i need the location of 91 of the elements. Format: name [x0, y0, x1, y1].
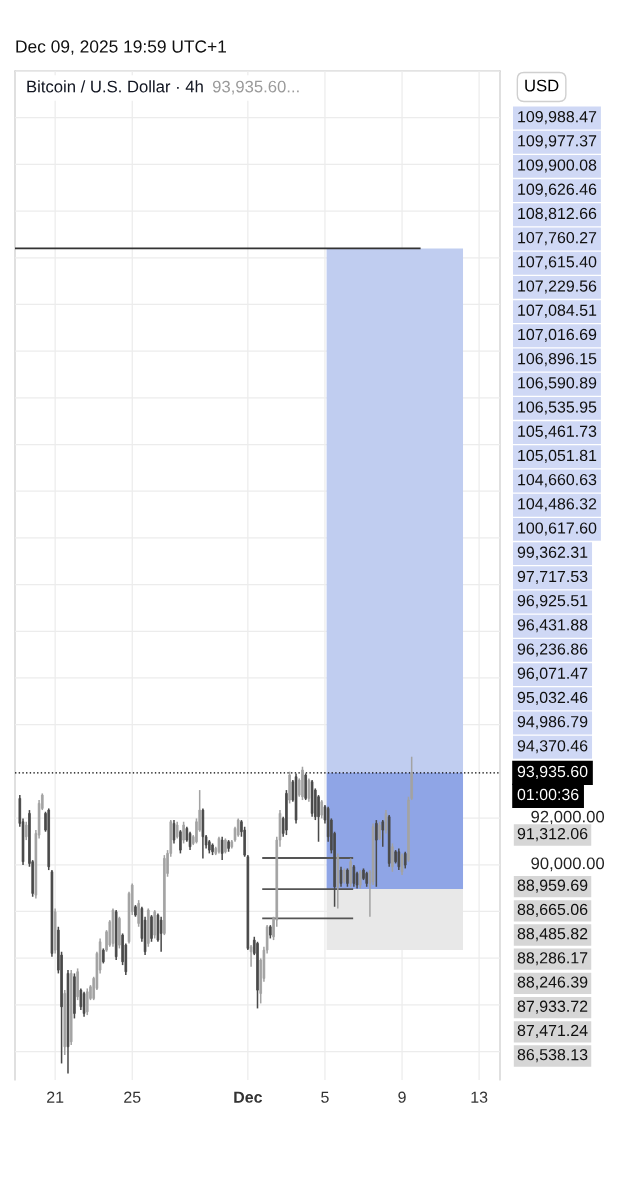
- candlestick: [365, 870, 369, 888]
- text: 107,084.51: [518, 304, 597, 318]
- candlestick: [394, 849, 397, 865]
- text: 105,051.81: [518, 449, 597, 463]
- candlestick: [224, 837, 227, 855]
- candlestick: [391, 842, 394, 873]
- candlestick: [349, 857, 352, 888]
- text: 105,461.73: [518, 425, 597, 439]
- candlestick: [307, 777, 311, 803]
- y-tick-label: 90,000.00: [531, 857, 605, 872]
- x-tick-label: 13: [471, 1091, 488, 1103]
- candlestick: [301, 765, 304, 801]
- candlestick: [150, 914, 153, 943]
- candlestick: [182, 820, 185, 845]
- candlestick: [256, 941, 259, 1010]
- text: 95,032.46: [517, 691, 588, 705]
- x-tick-label: 5: [321, 1091, 329, 1103]
- text: 88,286.17: [517, 952, 588, 966]
- text: 106,896.15: [518, 352, 597, 367]
- text: 109,626.46: [518, 183, 597, 197]
- candlestick: [137, 899, 140, 928]
- candlestick: [236, 817, 240, 838]
- candlestick: [159, 916, 163, 953]
- candlestick: [227, 839, 230, 853]
- chart-subtitle: 93,935.60...: [212, 80, 299, 95]
- candlestick: [249, 944, 253, 968]
- text: 87,933.72: [517, 1000, 588, 1014]
- text: 104,660.63: [518, 473, 597, 488]
- candlestick: [82, 991, 86, 1018]
- candlestick: [85, 987, 89, 1016]
- text: 88,485.82: [517, 927, 588, 942]
- ref-line-label: 93,935.60: [517, 765, 588, 780]
- text: 96,431.88: [517, 619, 588, 633]
- candlestick: [208, 839, 211, 855]
- candlestick: [375, 819, 378, 888]
- x-tick-label: 21: [47, 1091, 64, 1103]
- candlestick: [304, 772, 307, 801]
- candlestick: [134, 904, 137, 918]
- text: 96,071.47: [517, 667, 588, 681]
- text: 107,615.40: [518, 256, 597, 270]
- text: 106,535.95: [518, 401, 597, 415]
- candlestick: [378, 820, 381, 841]
- text: 88,959.69: [517, 879, 588, 893]
- text: 107,229.56: [518, 280, 597, 294]
- text: 91,312.06: [517, 827, 588, 842]
- text: 88,665.06: [517, 903, 588, 917]
- text: 96,236.86: [517, 643, 588, 657]
- candlestick: [269, 924, 272, 940]
- text: 94,370.46: [517, 740, 588, 754]
- text: 86,538.13: [517, 1048, 588, 1063]
- text: 109,900.08: [518, 159, 597, 173]
- text: 104,486.32: [518, 498, 597, 512]
- text: 88,246.39: [517, 976, 588, 990]
- candlestick: [381, 819, 385, 848]
- candlestick: [320, 799, 324, 820]
- text: 107,760.27: [518, 231, 597, 246]
- candlestick: [146, 907, 150, 948]
- text: Dec 09, 2025 19:59 UTC+1: [16, 40, 226, 55]
- x-tick-label: 25: [124, 1091, 141, 1103]
- text: 109,988.47: [518, 110, 597, 125]
- x-tick-label: 9: [398, 1091, 406, 1103]
- bar: [326, 248, 464, 773]
- text: 99,362.31: [517, 546, 588, 560]
- text: 96,925.51: [517, 594, 588, 609]
- candlestick: [384, 809, 388, 835]
- candlestick: [102, 947, 105, 965]
- text: 107,016.69: [518, 328, 597, 342]
- candlestick: [118, 916, 121, 950]
- text: 108,812.66: [518, 207, 597, 221]
- candlestick: [397, 847, 401, 871]
- candlestick: [188, 830, 192, 851]
- y-axis-title: USD: [525, 79, 559, 92]
- candlestick: [179, 829, 182, 855]
- text: 106,590.89: [518, 377, 597, 391]
- text: 100,617.60: [518, 522, 597, 536]
- candlestick: [211, 842, 214, 856]
- text: 109,977.37: [518, 135, 597, 149]
- text: 87,471.24: [517, 1024, 588, 1038]
- candlestick: [285, 789, 288, 836]
- candlestick: [76, 967, 79, 1001]
- chart-title: Bitcoin / U.S. Dollar · 4h: [27, 80, 203, 93]
- candlestick: [288, 770, 291, 805]
- candlestick: [24, 820, 28, 841]
- x-tick-label: Dec: [234, 1091, 263, 1103]
- y-tick-label: 92,000.00: [531, 810, 605, 825]
- candlestick: [153, 909, 157, 940]
- text: 94,986.79: [517, 715, 588, 730]
- text: 01:00:36: [517, 788, 579, 801]
- candlestick: [73, 972, 76, 1020]
- text: 97,717.53: [517, 570, 588, 584]
- candlestick: [163, 854, 166, 936]
